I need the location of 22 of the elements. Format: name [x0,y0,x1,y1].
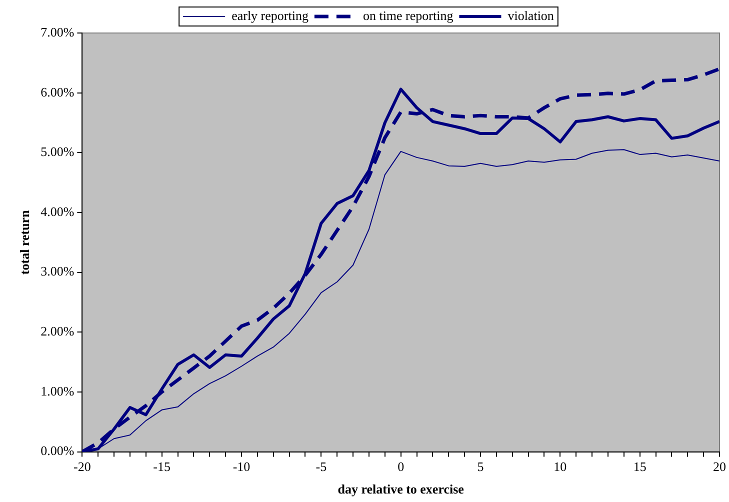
y-axis-title: total return [17,209,32,275]
x-tick-label: -10 [232,459,250,474]
y-tick-label: 4.00% [40,204,74,219]
x-tick-label: 0 [398,459,404,474]
y-tick-label: 0.00% [40,443,74,458]
y-tick-label: 5.00% [40,144,74,160]
y-tick-label: 3.00% [40,264,74,279]
y-tick-label: 1.00% [40,383,74,398]
legend-label: on time reporting [362,8,454,23]
legend-label: early reporting [232,8,309,23]
x-tick-label: -15 [153,459,171,474]
legend-label: violation [508,8,554,23]
y-tick-label: 6.00% [40,84,74,100]
x-tick-label: -5 [316,459,327,474]
x-axis-title: day relative to exercise [338,482,464,497]
x-tick-label: 10 [554,459,567,474]
x-tick-label: -20 [74,459,91,474]
y-tick-label: 2.00% [40,324,74,339]
x-tick-label: 15 [633,459,646,474]
x-tick-label: 5 [477,459,484,474]
y-tick-label: 7.00% [40,24,74,40]
x-tick-label: 20 [713,459,726,474]
